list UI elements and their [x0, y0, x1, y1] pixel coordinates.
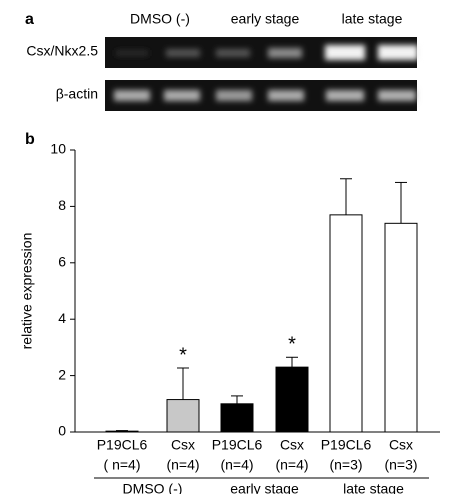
- group-label: DMSO (-): [123, 481, 183, 494]
- gel-row-label: β-actin: [56, 86, 98, 102]
- y-tick-label: 2: [58, 366, 66, 382]
- x-sub-label: ( n=4): [104, 457, 141, 473]
- bar: [105, 430, 139, 433]
- x-tick-label: Csx: [171, 437, 195, 453]
- gel-image: [105, 37, 418, 111]
- x-tick-label: P19CL6: [212, 437, 263, 453]
- x-sub-label: (n=3): [329, 457, 362, 473]
- significance-marker: *: [288, 334, 296, 356]
- bar: [166, 399, 200, 433]
- gel-group-label: early stage: [231, 11, 300, 27]
- y-tick-label: 0: [58, 423, 66, 439]
- gel-row-label: Csx/Nkx2.5: [26, 43, 98, 59]
- bar: [384, 222, 418, 433]
- x-tick-label: Csx: [280, 437, 304, 453]
- y-tick-label: 10: [50, 141, 66, 157]
- y-tick-label: 4: [58, 310, 66, 326]
- bar: [329, 214, 363, 433]
- x-tick-label: P19CL6: [97, 437, 148, 453]
- x-sub-label: (n=4): [166, 457, 199, 473]
- significance-marker: *: [179, 344, 187, 366]
- x-sub-label: (n=4): [220, 457, 253, 473]
- y-tick-label: 6: [58, 254, 66, 270]
- x-tick-label: Csx: [389, 437, 413, 453]
- group-label: late stage: [343, 481, 404, 494]
- panel-label: b: [25, 131, 35, 148]
- x-sub-label: (n=4): [275, 457, 308, 473]
- x-sub-label: (n=3): [384, 457, 417, 473]
- gel-group-label: DMSO (-): [130, 11, 190, 27]
- y-tick-label: 8: [58, 197, 66, 213]
- group-label: early stage: [230, 481, 299, 494]
- gel-group-label: late stage: [342, 11, 403, 27]
- x-tick-label: P19CL6: [321, 437, 372, 453]
- y-axis-label: relative expression: [19, 233, 35, 350]
- panel-label: a: [25, 11, 34, 28]
- bar: [275, 366, 309, 433]
- bar: [220, 403, 254, 433]
